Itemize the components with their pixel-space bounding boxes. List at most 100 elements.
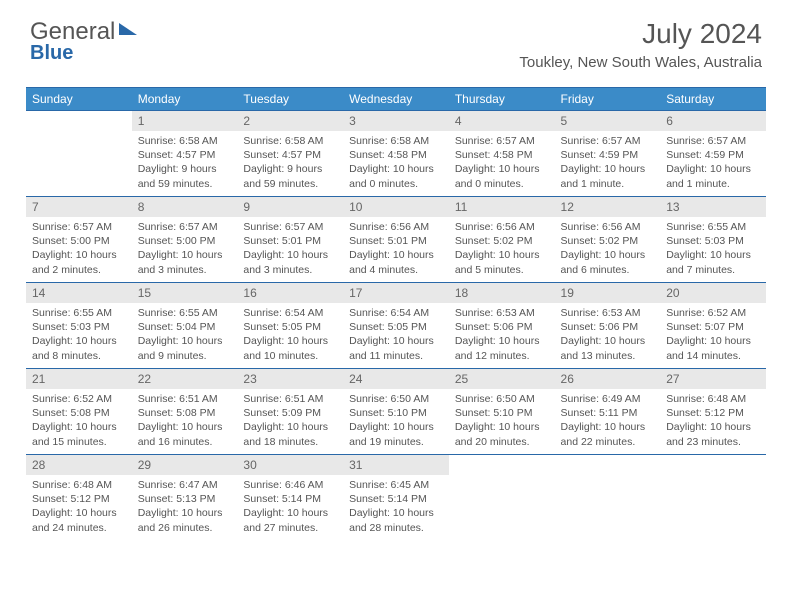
daylight-line: Daylight: 10 hours and 0 minutes. [455,162,549,190]
day-number: 30 [237,454,343,475]
sunset-line: Sunset: 5:10 PM [455,406,549,420]
day-number: 5 [555,110,661,131]
calendar-day-cell: 26Sunrise: 6:49 AMSunset: 5:11 PMDayligh… [555,368,661,454]
sunrise-line: Sunrise: 6:58 AM [138,134,232,148]
day-number: 25 [449,368,555,389]
calendar-day-cell [449,454,555,540]
weekday-header: Wednesday [343,88,449,111]
sunrise-line: Sunrise: 6:57 AM [561,134,655,148]
calendar-day-cell: 5Sunrise: 6:57 AMSunset: 4:59 PMDaylight… [555,110,661,196]
sunset-line: Sunset: 5:02 PM [455,234,549,248]
day-content: Sunrise: 6:55 AMSunset: 5:04 PMDaylight:… [132,303,238,368]
calendar-day-cell: 11Sunrise: 6:56 AMSunset: 5:02 PMDayligh… [449,196,555,282]
sunrise-line: Sunrise: 6:48 AM [32,478,126,492]
daylight-line: Daylight: 10 hours and 28 minutes. [349,506,443,534]
calendar-day-cell: 3Sunrise: 6:58 AMSunset: 4:58 PMDaylight… [343,110,449,196]
daylight-line: Daylight: 10 hours and 19 minutes. [349,420,443,448]
header: General July 2024 Toukley, New South Wal… [0,0,792,79]
daylight-line: Daylight: 10 hours and 3 minutes. [138,248,232,276]
daylight-line: Daylight: 9 hours and 59 minutes. [243,162,337,190]
sunrise-line: Sunrise: 6:57 AM [243,220,337,234]
sunrise-line: Sunrise: 6:52 AM [32,392,126,406]
day-content: Sunrise: 6:46 AMSunset: 5:14 PMDaylight:… [237,475,343,540]
sunrise-line: Sunrise: 6:55 AM [138,306,232,320]
daylight-line: Daylight: 10 hours and 16 minutes. [138,420,232,448]
calendar-day-cell: 25Sunrise: 6:50 AMSunset: 5:10 PMDayligh… [449,368,555,454]
day-content: Sunrise: 6:51 AMSunset: 5:09 PMDaylight:… [237,389,343,454]
sunrise-line: Sunrise: 6:45 AM [349,478,443,492]
day-number: 11 [449,196,555,217]
calendar-day-cell: 14Sunrise: 6:55 AMSunset: 5:03 PMDayligh… [26,282,132,368]
sunrise-line: Sunrise: 6:50 AM [349,392,443,406]
sunrise-line: Sunrise: 6:58 AM [349,134,443,148]
sunrise-line: Sunrise: 6:55 AM [666,220,760,234]
day-number-blank [26,110,132,131]
sunrise-line: Sunrise: 6:46 AM [243,478,337,492]
calendar-day-cell [555,454,661,540]
logo-text-2: Blue [30,42,73,65]
day-number: 8 [132,196,238,217]
sunrise-line: Sunrise: 6:51 AM [138,392,232,406]
calendar-day-cell [660,454,766,540]
calendar-day-cell: 21Sunrise: 6:52 AMSunset: 5:08 PMDayligh… [26,368,132,454]
sunset-line: Sunset: 5:03 PM [666,234,760,248]
daylight-line: Daylight: 10 hours and 1 minute. [666,162,760,190]
day-content: Sunrise: 6:45 AMSunset: 5:14 PMDaylight:… [343,475,449,540]
day-content: Sunrise: 6:58 AMSunset: 4:57 PMDaylight:… [237,131,343,196]
day-number: 6 [660,110,766,131]
calendar-day-cell: 9Sunrise: 6:57 AMSunset: 5:01 PMDaylight… [237,196,343,282]
day-number: 10 [343,196,449,217]
sunrise-line: Sunrise: 6:56 AM [561,220,655,234]
sunrise-line: Sunrise: 6:51 AM [243,392,337,406]
calendar-week-row: 7Sunrise: 6:57 AMSunset: 5:00 PMDaylight… [26,196,766,282]
sunset-line: Sunset: 5:12 PM [32,492,126,506]
day-number: 3 [343,110,449,131]
weekday-header: Thursday [449,88,555,111]
sunrise-line: Sunrise: 6:56 AM [349,220,443,234]
sunset-line: Sunset: 4:59 PM [561,148,655,162]
weekday-header: Monday [132,88,238,111]
day-number: 2 [237,110,343,131]
sunrise-line: Sunrise: 6:53 AM [561,306,655,320]
calendar-day-cell: 22Sunrise: 6:51 AMSunset: 5:08 PMDayligh… [132,368,238,454]
day-content: Sunrise: 6:57 AMSunset: 4:59 PMDaylight:… [555,131,661,196]
daylight-line: Daylight: 10 hours and 3 minutes. [243,248,337,276]
sunrise-line: Sunrise: 6:50 AM [455,392,549,406]
calendar-day-cell: 20Sunrise: 6:52 AMSunset: 5:07 PMDayligh… [660,282,766,368]
day-content: Sunrise: 6:56 AMSunset: 5:02 PMDaylight:… [449,217,555,282]
weekday-header: Saturday [660,88,766,111]
day-content: Sunrise: 6:57 AMSunset: 5:00 PMDaylight:… [26,217,132,282]
sunset-line: Sunset: 5:12 PM [666,406,760,420]
sunrise-line: Sunrise: 6:57 AM [32,220,126,234]
day-content: Sunrise: 6:50 AMSunset: 5:10 PMDaylight:… [449,389,555,454]
daylight-line: Daylight: 10 hours and 0 minutes. [349,162,443,190]
daylight-line: Daylight: 10 hours and 23 minutes. [666,420,760,448]
sunset-line: Sunset: 5:06 PM [455,320,549,334]
calendar-day-cell: 2Sunrise: 6:58 AMSunset: 4:57 PMDaylight… [237,110,343,196]
daylight-line: Daylight: 10 hours and 27 minutes. [243,506,337,534]
day-content: Sunrise: 6:51 AMSunset: 5:08 PMDaylight:… [132,389,238,454]
calendar-day-cell: 28Sunrise: 6:48 AMSunset: 5:12 PMDayligh… [26,454,132,540]
day-number: 7 [26,196,132,217]
calendar-day-cell: 15Sunrise: 6:55 AMSunset: 5:04 PMDayligh… [132,282,238,368]
daylight-line: Daylight: 10 hours and 9 minutes. [138,334,232,362]
day-content: Sunrise: 6:48 AMSunset: 5:12 PMDaylight:… [26,475,132,540]
calendar-day-cell: 16Sunrise: 6:54 AMSunset: 5:05 PMDayligh… [237,282,343,368]
day-content: Sunrise: 6:57 AMSunset: 5:00 PMDaylight:… [132,217,238,282]
weekday-header-row: SundayMondayTuesdayWednesdayThursdayFrid… [26,88,766,111]
weekday-header: Tuesday [237,88,343,111]
day-content: Sunrise: 6:49 AMSunset: 5:11 PMDaylight:… [555,389,661,454]
day-number: 1 [132,110,238,131]
weekday-header: Friday [555,88,661,111]
sunset-line: Sunset: 5:00 PM [32,234,126,248]
daylight-line: Daylight: 10 hours and 15 minutes. [32,420,126,448]
sunset-line: Sunset: 5:01 PM [243,234,337,248]
sunset-line: Sunset: 5:14 PM [243,492,337,506]
sunset-line: Sunset: 5:03 PM [32,320,126,334]
sunset-line: Sunset: 5:00 PM [138,234,232,248]
sunset-line: Sunset: 4:58 PM [455,148,549,162]
daylight-line: Daylight: 10 hours and 22 minutes. [561,420,655,448]
calendar-day-cell: 8Sunrise: 6:57 AMSunset: 5:00 PMDaylight… [132,196,238,282]
calendar-day-cell: 23Sunrise: 6:51 AMSunset: 5:09 PMDayligh… [237,368,343,454]
calendar-week-row: 14Sunrise: 6:55 AMSunset: 5:03 PMDayligh… [26,282,766,368]
